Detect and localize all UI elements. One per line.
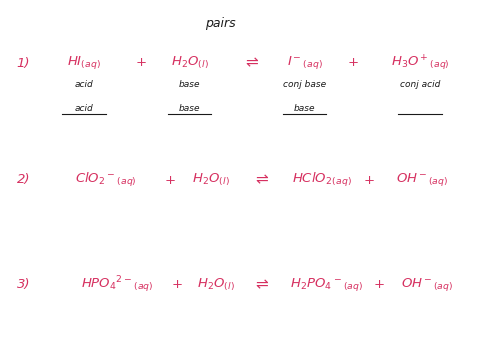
Text: H$_2$O$_{(l)}$: H$_2$O$_{(l)}$	[197, 276, 235, 293]
Text: HI$_{(aq)}$: HI$_{(aq)}$	[67, 54, 101, 72]
Text: H$_2$PO$_4$$^-$$_{(aq)}$: H$_2$PO$_4$$^-$$_{(aq)}$	[290, 276, 363, 293]
Text: OH$^-$$_{(aq)}$: OH$^-$$_{(aq)}$	[401, 276, 453, 293]
Text: H$_2$O$_{(l)}$: H$_2$O$_{(l)}$	[192, 172, 230, 188]
Text: +: +	[165, 174, 176, 186]
Text: $\rightleftharpoons$: $\rightleftharpoons$	[253, 277, 270, 292]
Text: conj base: conj base	[283, 80, 326, 89]
Text: $\rightleftharpoons$: $\rightleftharpoons$	[253, 172, 270, 188]
Text: base: base	[179, 80, 200, 89]
Text: base: base	[179, 104, 200, 112]
Text: HPO$_4$$^{2-}$$_{(aq)}$: HPO$_4$$^{2-}$$_{(aq)}$	[81, 274, 154, 295]
Text: base: base	[294, 104, 315, 112]
Text: +: +	[373, 278, 385, 291]
Text: OH$^-$$_{(aq)}$: OH$^-$$_{(aq)}$	[396, 171, 448, 189]
Text: acid: acid	[74, 80, 94, 89]
Text: +: +	[172, 278, 183, 291]
Text: H$_2$O$_{(l)}$: H$_2$O$_{(l)}$	[171, 55, 208, 71]
Text: 2): 2)	[17, 174, 30, 186]
Text: $\rightleftharpoons$: $\rightleftharpoons$	[243, 55, 261, 71]
Text: 3): 3)	[17, 278, 30, 291]
Text: 1): 1)	[17, 57, 30, 69]
Text: I$^-$$_{(aq)}$: I$^-$$_{(aq)}$	[287, 54, 323, 72]
Text: conj acid: conj acid	[400, 80, 440, 89]
Text: pairs: pairs	[205, 17, 236, 30]
Text: +: +	[347, 57, 359, 69]
Text: H$_3$O$^+$$_{(aq)}$: H$_3$O$^+$$_{(aq)}$	[391, 53, 449, 73]
Text: HClO$_2$$_{(aq)}$: HClO$_2$$_{(aq)}$	[292, 171, 351, 189]
Text: acid: acid	[74, 104, 94, 112]
Text: +: +	[136, 57, 147, 69]
Text: +: +	[364, 174, 375, 186]
Text: ClO$_2$$^-$$_{(aq)}$: ClO$_2$$^-$$_{(aq)}$	[75, 171, 136, 189]
